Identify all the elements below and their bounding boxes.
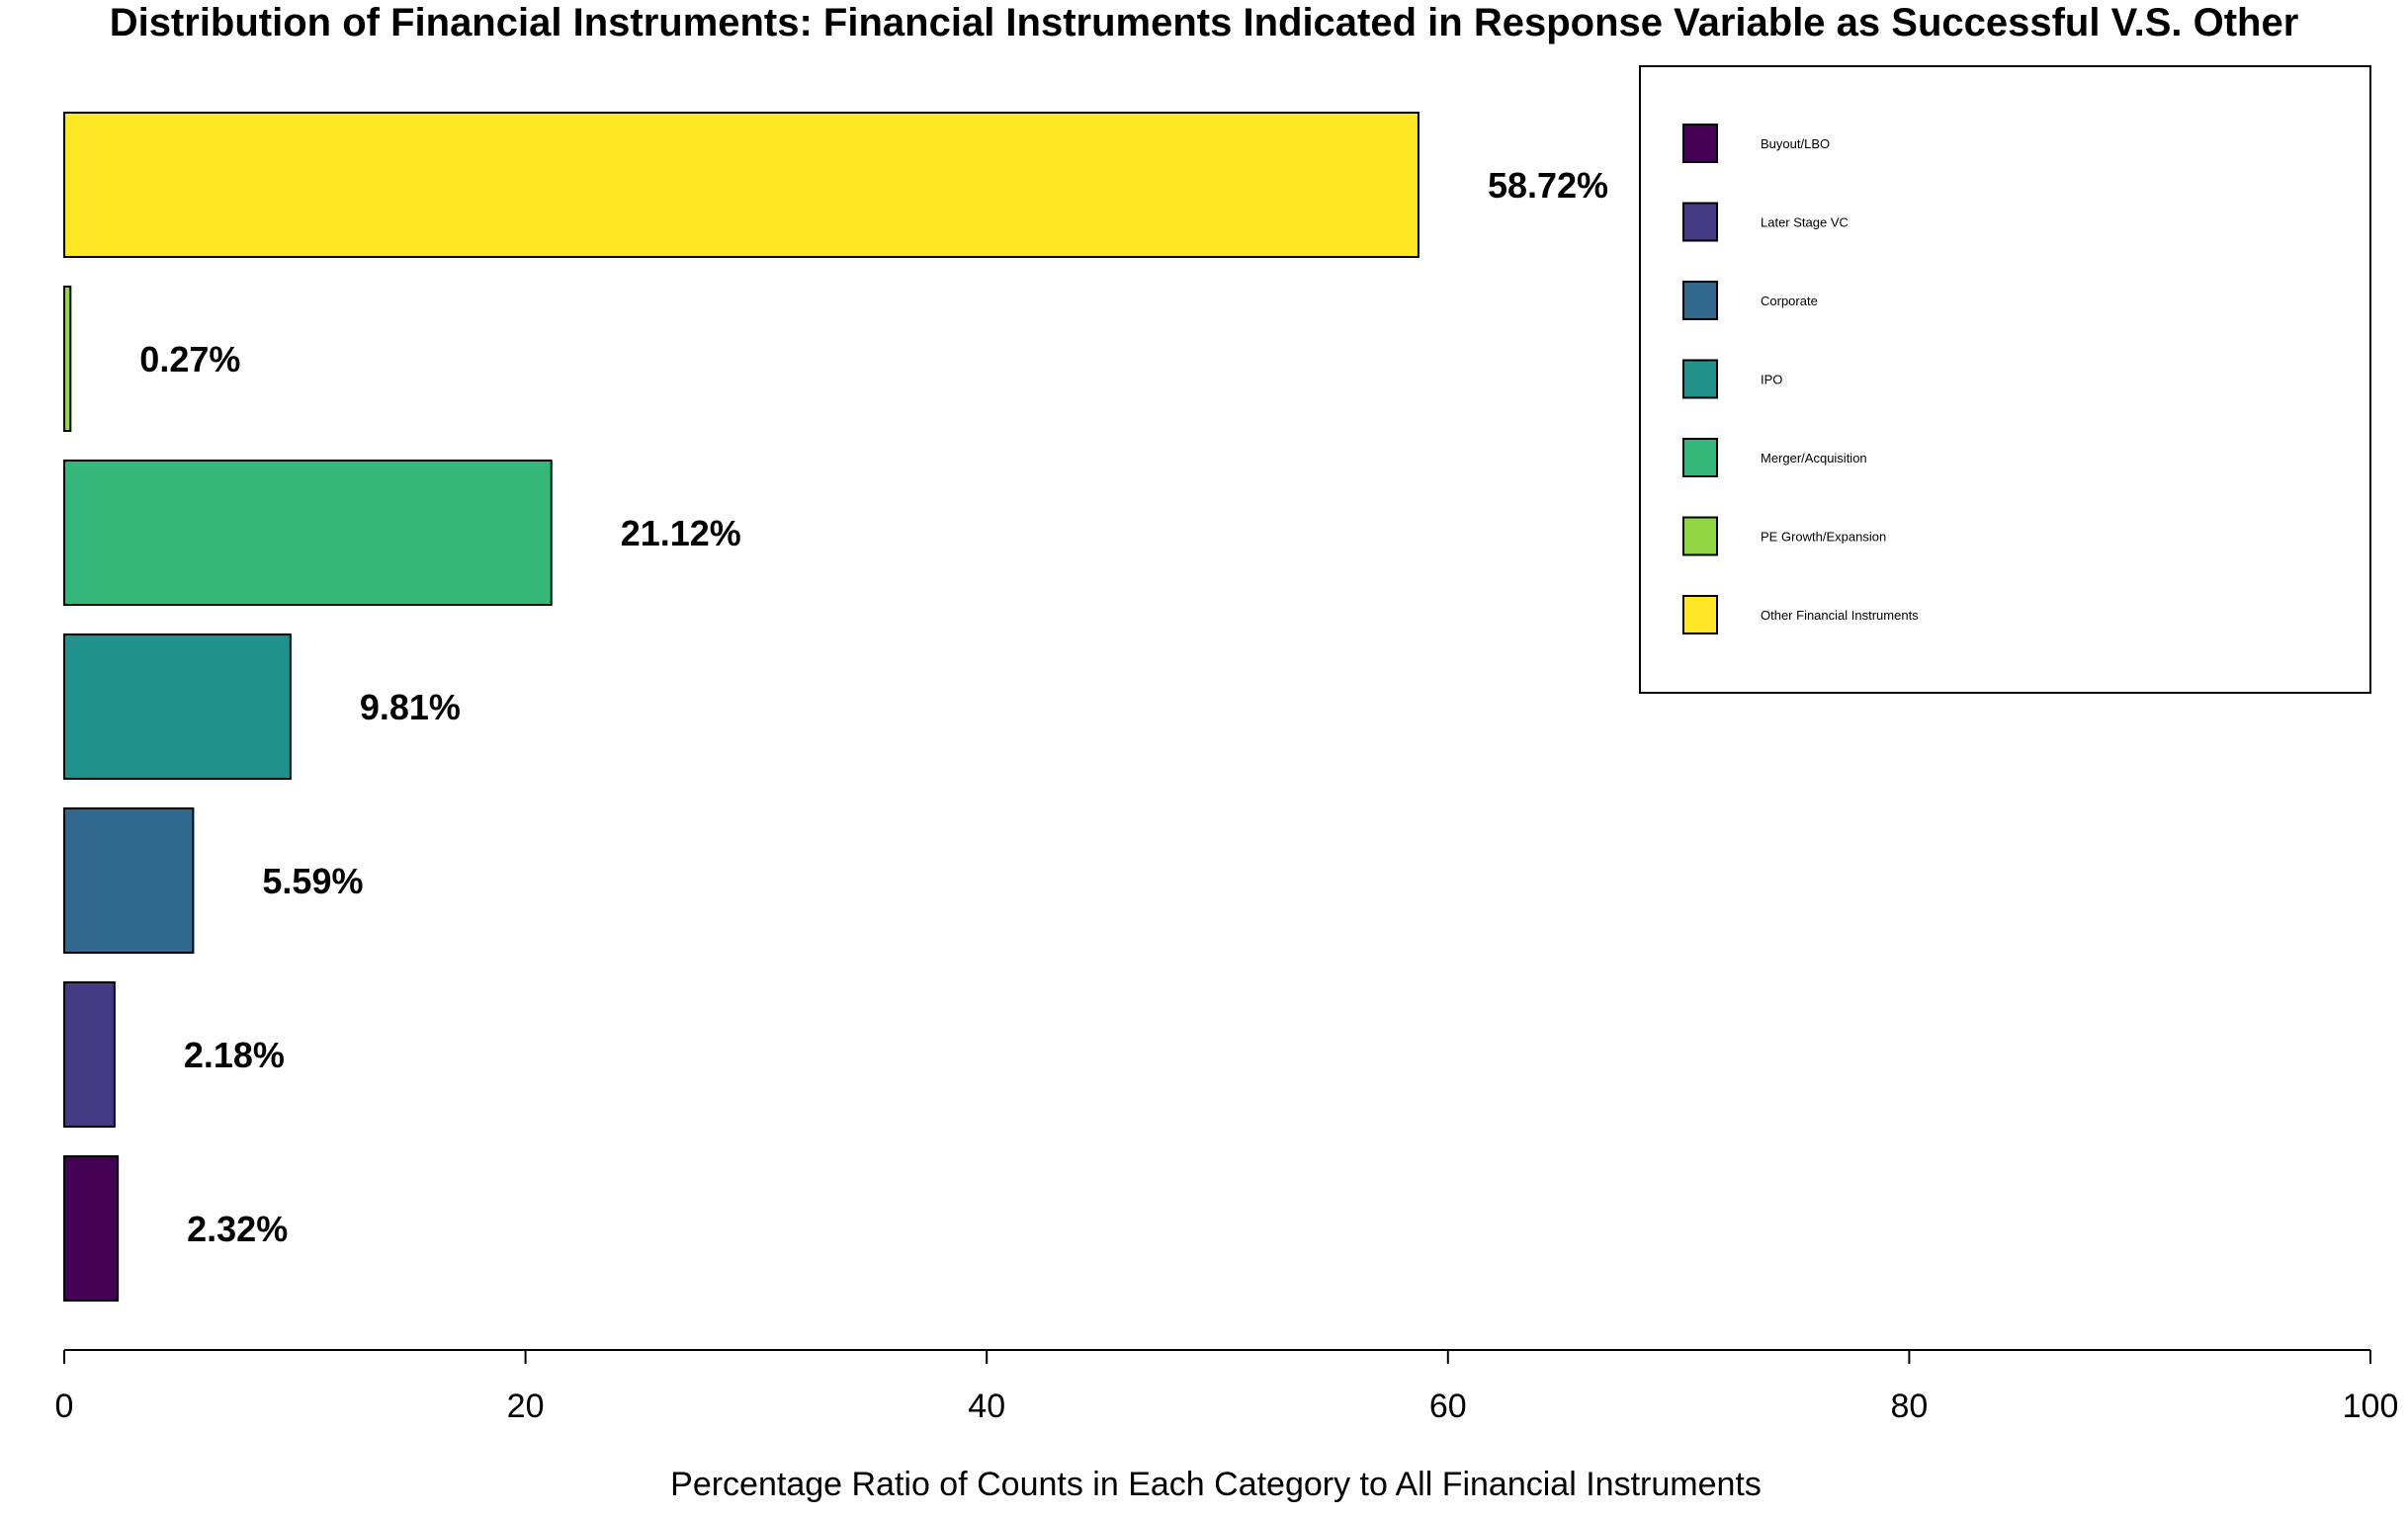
legend-swatch [1682, 595, 1718, 634]
bar-merger-acquisition [63, 460, 553, 606]
x-tick-label: 60 [1429, 1388, 1467, 1425]
data-label: 9.81% [360, 687, 461, 727]
data-label: 5.59% [262, 861, 363, 901]
legend-entry-label: Other Financial Instruments [1761, 608, 1919, 623]
bar-ipo [63, 633, 292, 780]
x-axis-label: Percentage Ratio of Counts in Each Categ… [670, 1466, 1762, 1503]
x-tick-label: 0 [55, 1388, 74, 1425]
x-tick-label: 20 [507, 1388, 545, 1425]
legend-entry-label: PE Growth/Expansion [1761, 530, 1886, 545]
data-labels-group: 2.32% 2.18% 5.59% 9.81% 21.12% 0.27% 58.72% [139, 165, 1608, 1249]
legend: Buyout/LBO Later Stage VC Corporate IPO Merg… [1639, 65, 2371, 694]
data-label: 21.12% [621, 513, 741, 553]
legend-box [1639, 65, 2371, 694]
legend-entry-label: IPO [1761, 373, 1782, 387]
legend-entry-label: Buyout/LBO [1761, 136, 1830, 151]
legend-swatch [1682, 124, 1718, 163]
data-label: 0.27% [139, 339, 240, 380]
bar-pe-growth-expansion [63, 286, 72, 432]
legend-swatch [1682, 438, 1718, 477]
data-label: 58.72% [1488, 165, 1608, 206]
legend-swatch [1682, 281, 1718, 320]
data-label: 2.32% [187, 1209, 288, 1249]
x-tick-label: 40 [968, 1388, 1005, 1425]
data-label: 2.18% [184, 1035, 285, 1075]
bar-later-stage-vc [63, 981, 116, 1128]
x-tick-label: 80 [1890, 1388, 1928, 1425]
legend-swatch [1682, 359, 1718, 399]
legend-entry-label: Corporate [1761, 294, 1818, 308]
chart-title: Distribution of Financial Instruments: F… [110, 1, 2299, 44]
legend-swatch [1682, 516, 1718, 556]
bars-group [63, 112, 1419, 1302]
x-axis: 0 20 40 60 80 100 [55, 1349, 2399, 1425]
legend-entry-label: Merger/Acquisition [1761, 451, 1867, 465]
bar-buyout-lbo [63, 1155, 120, 1302]
legend-entry-label: Later Stage VC [1761, 215, 1849, 230]
legend-swatch [1682, 202, 1718, 242]
bar-corporate [63, 807, 195, 954]
x-tick-label: 100 [2343, 1388, 2399, 1425]
bar-other-financial-instruments [63, 112, 1419, 258]
